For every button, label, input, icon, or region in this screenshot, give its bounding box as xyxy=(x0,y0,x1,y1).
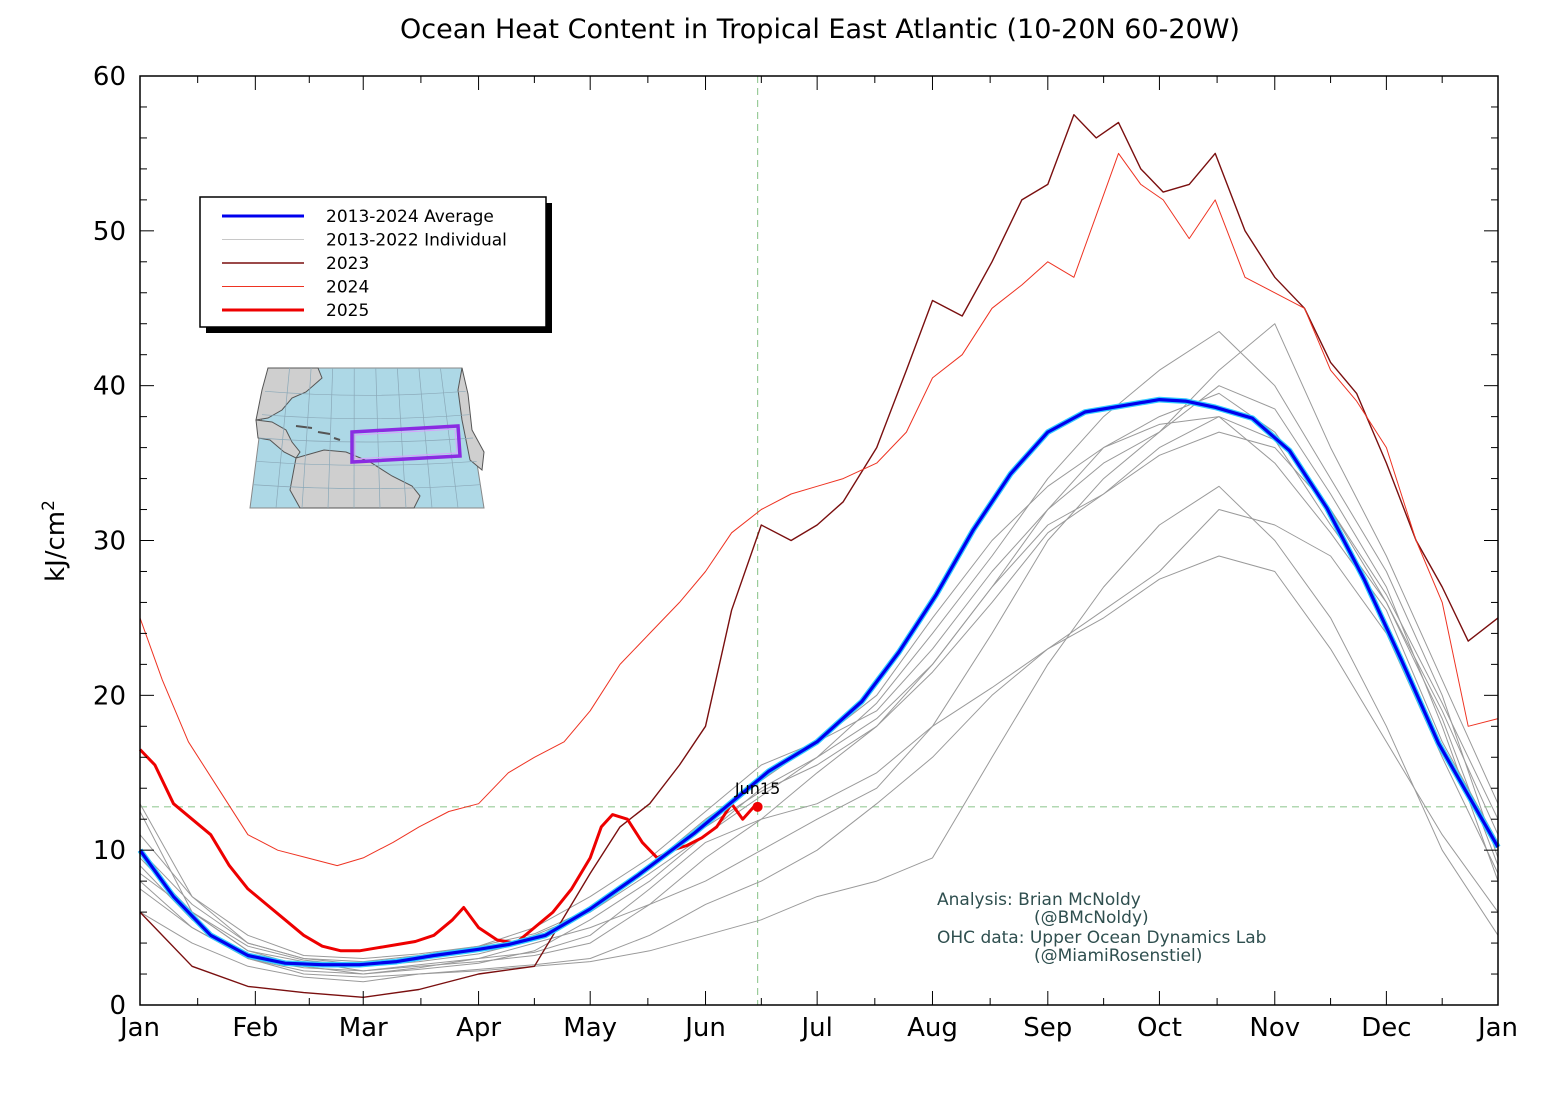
series-line-0 xyxy=(138,398,1500,967)
series-line-8 xyxy=(139,509,1499,972)
map-meridian xyxy=(375,367,381,509)
series-line-5 xyxy=(139,385,1499,975)
credit-data-handle: (@MiamiRosenstiel) xyxy=(1034,946,1202,966)
y-tick-label: 0 xyxy=(109,991,126,1021)
credit-analysis: Analysis: Brian McNoldy xyxy=(937,890,1141,910)
map-meridian xyxy=(396,367,407,509)
legend-items: 2013-2024 Average 2013-2022 Individual 202… xyxy=(222,207,507,321)
region-box-inner xyxy=(354,428,458,460)
x-tick-label: Sep xyxy=(1023,1013,1072,1043)
legend-label-3: 2024 xyxy=(326,278,369,298)
map-meridian xyxy=(418,367,433,509)
x-tick-label: Nov xyxy=(1249,1013,1300,1043)
x-tick-label: Aug xyxy=(907,1013,958,1043)
region-box xyxy=(350,424,462,464)
map-meridian xyxy=(275,367,290,509)
y-axis-label-superscript: 2 xyxy=(39,500,59,511)
x-tick-label: Jun xyxy=(683,1013,726,1043)
series-layer xyxy=(137,114,1501,998)
map-meridian xyxy=(440,367,459,509)
y-tick-label: 50 xyxy=(93,217,126,247)
y-tick-labels: 0 10 20 30 40 50 60 xyxy=(93,62,126,1021)
y-axis-label-text: kJ/cm xyxy=(41,511,71,582)
legend-label-0: 2013-2024 Average xyxy=(326,207,494,227)
map-parallel xyxy=(264,390,466,396)
reference-lines xyxy=(140,76,1498,1005)
map-graticule xyxy=(252,367,481,509)
x-tick-label: Jul xyxy=(799,1013,832,1043)
map-parallel xyxy=(258,437,474,443)
map-north-america xyxy=(255,367,323,421)
y-axis-label: kJ/cm2 xyxy=(39,500,71,582)
legend-label-4: 2025 xyxy=(326,301,369,321)
axis-ticks xyxy=(139,75,1499,1006)
series-line-11 xyxy=(139,114,1499,998)
chart-title: Ocean Heat Content in Tropical East Atla… xyxy=(400,14,1240,45)
x-tick-label: Jan xyxy=(1476,1013,1518,1043)
x-tick-label: Feb xyxy=(232,1013,278,1043)
legend-box xyxy=(199,196,547,328)
map-parallel xyxy=(261,414,470,419)
reference-marker-group: Jun15 xyxy=(734,779,780,812)
x-tick-label: May xyxy=(563,1013,617,1043)
legend: 2013-2024 Average 2013-2022 Individual 202… xyxy=(199,196,552,333)
series-line-3 xyxy=(139,555,1499,983)
y-tick-label: 10 xyxy=(93,836,126,866)
y-tick-label: 20 xyxy=(93,681,126,711)
credit-analysis-handle: (@BMcNoldy) xyxy=(1034,908,1149,928)
x-tick-label: Oct xyxy=(1137,1013,1182,1043)
map-africa xyxy=(457,367,485,471)
legend-label-2: 2023 xyxy=(326,254,369,274)
inset-map xyxy=(249,367,485,509)
x-tick-label: Apr xyxy=(456,1013,501,1043)
series-line-10 xyxy=(139,431,1499,967)
map-meridian xyxy=(301,367,312,509)
series-line-13 xyxy=(138,748,756,953)
y-tick-label: 30 xyxy=(93,527,126,557)
reference-point xyxy=(752,801,763,812)
x-tick-label: Dec xyxy=(1361,1013,1411,1043)
credits: Analysis: Brian McNoldy (@BMcNoldy) OHC … xyxy=(937,890,1266,966)
x-tick-label: Jan xyxy=(118,1013,160,1043)
map-caribbean-islands xyxy=(295,425,341,441)
y-tick-label: 60 xyxy=(93,62,126,92)
series-line-12 xyxy=(139,152,1499,867)
x-tick-label: Mar xyxy=(339,1013,388,1043)
reference-label: Jun15 xyxy=(734,779,780,798)
legend-label-1: 2013-2022 Individual xyxy=(326,231,507,251)
y-tick-label: 40 xyxy=(93,372,126,402)
map-meridian xyxy=(327,367,334,509)
map-parallel xyxy=(252,484,481,490)
credit-data: OHC data: Upper Ocean Dynamics Lab xyxy=(937,928,1266,948)
map-parallel xyxy=(255,460,477,466)
series-line-6 xyxy=(139,485,1499,978)
x-tick-labels: Jan Feb Mar Apr May Jun Jul Aug Sep Oct Nov Dec Jan xyxy=(118,1013,1518,1043)
